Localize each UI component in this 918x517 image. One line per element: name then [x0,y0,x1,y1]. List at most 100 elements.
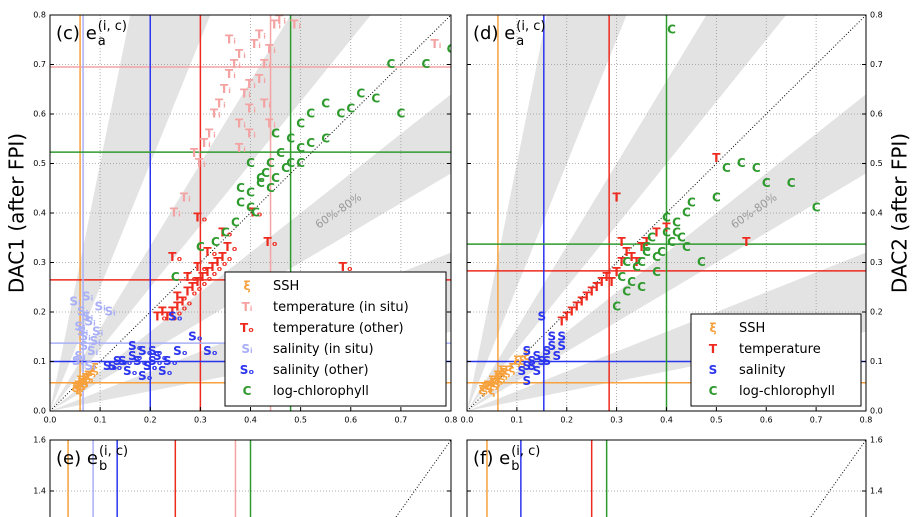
point: C [447,42,456,56]
point: Sᵢ [77,324,88,338]
point: C [422,57,431,71]
point: ξ [77,374,84,388]
point: S [537,309,546,323]
point: T [613,191,622,205]
point: ξ [87,369,94,383]
point: C [612,300,621,314]
point: ξ [77,379,84,393]
point: Sᵢ [89,334,100,348]
point: Tₒ [193,210,207,224]
point: C [637,255,646,269]
point: C [762,176,771,190]
point: Tₒ [208,260,222,274]
point: Tₒ [203,245,217,259]
x-tick-label: 0.0 [461,416,474,425]
point: ξ [496,371,503,385]
panel-title: (c) e [56,23,97,44]
point: Sᵢ [77,305,88,319]
point: C [677,230,686,244]
point: ξ [81,374,88,388]
legend-label: SSH [273,279,299,294]
legend-label: temperature [739,342,821,357]
point: Tₒ [213,255,227,269]
point: S [557,339,566,353]
point: C [667,235,676,249]
legend-label: salinity [739,363,786,378]
y-tick-label: 0.1 [870,357,883,366]
point: C [396,107,405,121]
y-tick-label: 0.5 [870,159,883,168]
point: Tᵢ [225,67,236,81]
point: Sₒ [168,309,183,323]
point: C [306,107,315,121]
point: Tᵢ [225,32,236,46]
panel: 60%-80%ξξξξξξξξξξξξξξTᵢTᵢTᵢTᵢTᵢTᵢTᵢTᵢTᵢT… [5,11,458,425]
point: Sᵢ [69,295,80,309]
legend-label: log-chlorophyll [273,384,369,399]
point: C [637,280,646,294]
legend-label: temperature (other) [273,321,404,336]
point: Tᵢ [260,57,271,71]
point: Sₒ [123,364,138,378]
y-tick-label: 0.8 [870,11,883,20]
panel-letter: (e) [56,448,81,469]
legend-box [224,271,447,407]
point: Tᵢ [265,42,276,56]
y-tick-label: 0.3 [33,258,46,267]
point: C [657,245,666,259]
point: T [583,290,592,304]
point: Sᵢ [72,354,83,368]
point: ξ [79,376,86,390]
legend-label: SSH [739,321,765,336]
point: Sₒ [138,369,153,383]
point: C [617,270,626,284]
point: Sᵢ [84,314,95,328]
point: Sᵢ [79,339,90,353]
point: T [568,305,577,319]
point: C [256,171,265,185]
point: Sₒ [148,344,163,358]
point: Tᵢ [215,97,226,111]
y-axis-label: DAC2 (after FPI) [888,133,912,293]
point: Tᵢ [260,97,271,111]
point: Tᵢ [270,17,281,31]
x-tick-label: 0.2 [144,416,157,425]
point: Tᵢ [230,57,241,71]
point: Sₒ [148,354,163,368]
point: Sᵢ [74,319,85,333]
point: T [642,235,651,249]
point: C [787,176,796,190]
point: T [613,265,622,279]
point: Tᵢ [200,136,211,150]
point: C [647,230,656,244]
point: ξ [82,374,89,388]
panel-letter: (f) [473,448,493,469]
point: Tᵢ [275,12,286,26]
point: Sₒ [143,359,158,373]
point: T [598,275,607,289]
point: S [523,374,532,388]
point: Tₒ [158,305,172,319]
point: Sₒ [173,344,188,358]
point: C [642,240,651,254]
point: T [608,275,617,289]
title-sub: a [516,34,524,49]
legend-marker: S [709,363,718,377]
y-tick-label: 0.7 [870,60,883,69]
point: C [336,107,345,121]
point: Tₒ [218,250,232,264]
band [467,252,866,411]
point: Tₒ [183,285,197,299]
point: Sₒ [103,359,118,373]
point: T [558,314,567,328]
point: S [552,349,561,363]
point: Tᵢ [235,141,246,155]
point: Tᵢ [245,102,256,116]
point: Tₒ [264,235,278,249]
x-tick-label: 0.1 [511,416,524,425]
point: T [712,151,721,165]
point: C [667,22,676,36]
point: T [588,285,597,299]
point: Sₒ [118,354,133,368]
